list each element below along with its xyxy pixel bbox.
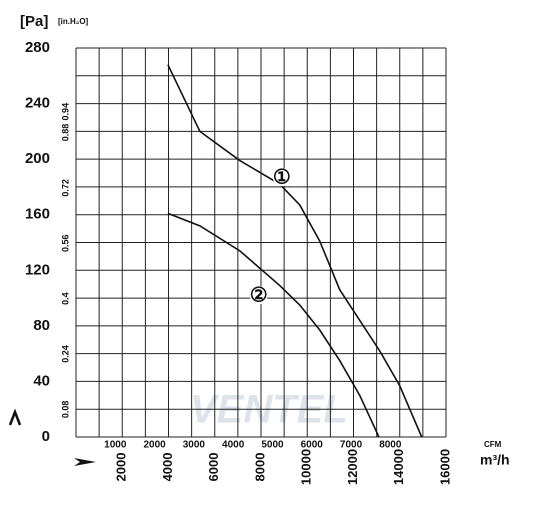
x2-tick-label: 5000	[261, 440, 284, 451]
x2-tick-label: 4000	[222, 440, 245, 451]
y2-tick-label: 0.88	[60, 124, 70, 142]
x-tick-label: 2000	[114, 453, 129, 482]
y-unit: [Pa]	[20, 13, 48, 30]
curve-label: ①	[273, 166, 291, 188]
y2-tick-label: 0.24	[60, 345, 70, 363]
y2-unit: [in.H₂O]	[58, 17, 89, 26]
y2-tick-label: 0.72	[60, 179, 70, 197]
y2-tick-label: 0.08	[60, 401, 70, 419]
curve-label-ring	[272, 168, 291, 187]
x-tick-label: 6000	[206, 453, 221, 482]
curve-label: ②	[250, 285, 268, 307]
x2-tick-label: 6000	[301, 440, 324, 451]
y-tick-label: 80	[33, 317, 50, 334]
y-tick-label: 120	[25, 261, 50, 278]
curve	[167, 212, 380, 438]
y-arrow	[8, 408, 22, 426]
y2-tick-label: 0.56	[60, 234, 70, 252]
x2-tick-label: 7000	[340, 440, 363, 451]
y-tick-label: 240	[25, 95, 50, 112]
y2-tick-label: 0.94	[60, 103, 70, 121]
y-tick-label: 40	[33, 372, 50, 389]
x2-unit: CFM	[484, 440, 502, 449]
x-tick-label: 4000	[160, 453, 175, 482]
x-tick-label: 12000	[345, 449, 360, 485]
y2-tick-label: 0.4	[60, 292, 70, 305]
y-tick-label: 280	[25, 39, 50, 56]
x-tick-label: 10000	[299, 449, 314, 485]
x2-tick-label: 1000	[104, 440, 127, 451]
curve-label-ring	[249, 286, 268, 305]
x2-tick-label: 3000	[183, 440, 206, 451]
x-tick-label: 16000	[437, 449, 452, 485]
y-tick-label: 200	[25, 150, 50, 167]
x-unit: m³/h	[480, 452, 510, 468]
x2-tick-label: 8000	[379, 440, 402, 451]
x-arrow	[74, 458, 96, 466]
x2-tick-label: 2000	[143, 440, 166, 451]
y-tick-label: 160	[25, 206, 50, 223]
y-tick-label: 0	[42, 428, 50, 445]
curve	[167, 64, 423, 438]
x-tick-label: 8000	[252, 453, 267, 482]
x-tick-label: 14000	[391, 449, 406, 485]
